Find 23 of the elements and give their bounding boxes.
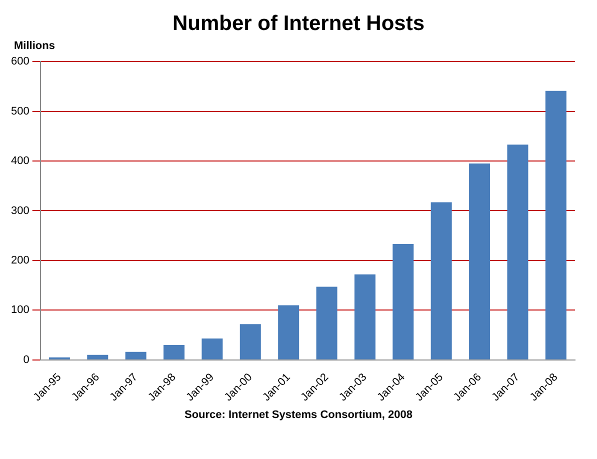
- bar: [87, 354, 108, 360]
- bar: [507, 144, 528, 360]
- y-tick-label: 600: [10, 56, 30, 68]
- bar: [354, 274, 376, 360]
- bar: [469, 164, 490, 360]
- y-tick-label: 0: [23, 354, 30, 366]
- y-tick-label: 200: [10, 254, 30, 266]
- y-axis-title: Millions: [13, 40, 56, 52]
- chart-title: Number of Internet Hosts: [171, 11, 426, 36]
- bar: [278, 305, 300, 360]
- bar: [545, 90, 566, 360]
- bar: [316, 286, 338, 360]
- y-tick-label: 400: [10, 155, 30, 168]
- bar: [164, 344, 185, 360]
- source-note: Source: Internet Systems Consortium, 2008: [183, 409, 414, 421]
- bar: [202, 338, 223, 360]
- y-tick-label: 300: [10, 204, 30, 217]
- bar: [392, 244, 414, 360]
- bar: [240, 324, 261, 360]
- bar: [125, 352, 146, 360]
- y-tick-label: 100: [10, 304, 30, 316]
- y-tick-label: 500: [10, 105, 30, 118]
- bar: [430, 202, 452, 360]
